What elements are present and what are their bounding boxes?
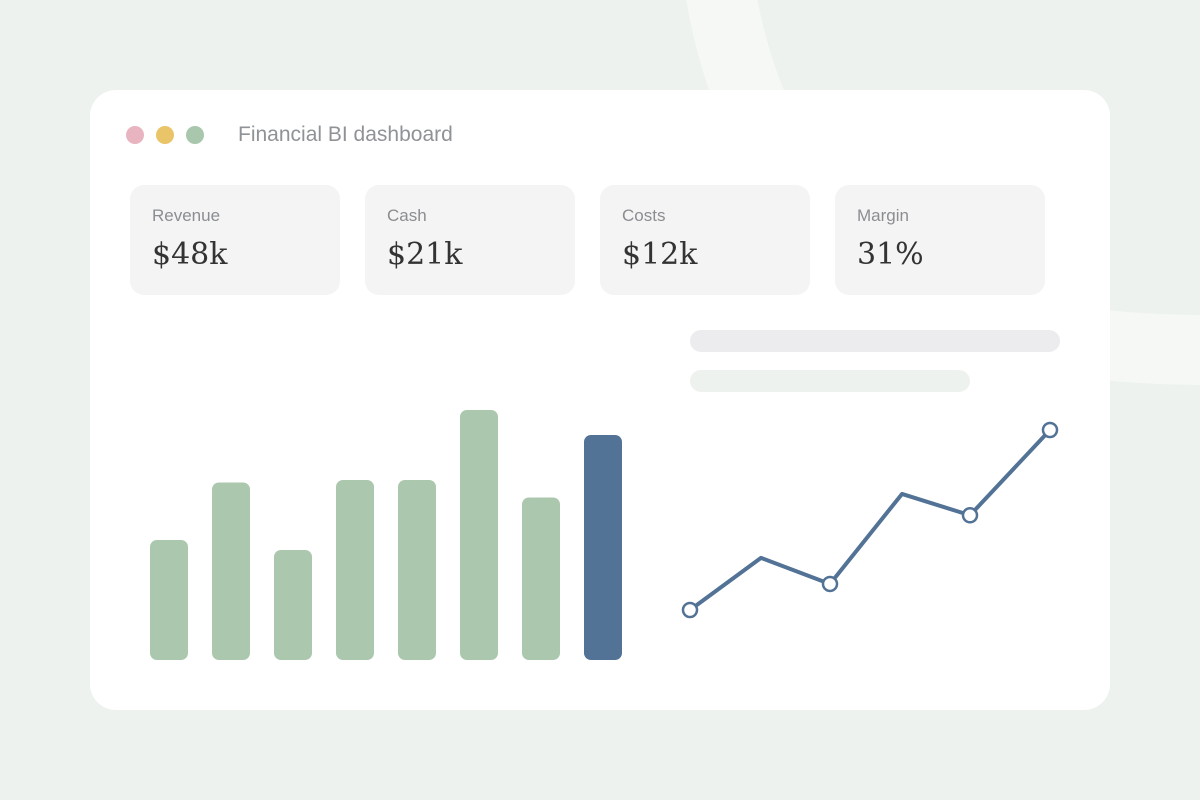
- close-window-button[interactable]: [126, 126, 144, 144]
- line-point-0[interactable]: [681, 601, 699, 619]
- kpi-label: Revenue: [152, 206, 221, 225]
- bar-3[interactable]: [336, 480, 374, 660]
- window-title: Financial BI dashboard: [238, 123, 453, 146]
- line-point-4[interactable]: [961, 507, 979, 524]
- title-bar: Financial BI dashboard: [126, 123, 453, 146]
- line-point-5[interactable]: [1041, 421, 1059, 439]
- kpi-card-revenue[interactable]: Revenue $48k: [130, 185, 340, 295]
- kpi-value: $48k: [152, 237, 228, 272]
- minimize-window-button[interactable]: [156, 126, 174, 144]
- bar-6[interactable]: [522, 497, 560, 661]
- bar-0[interactable]: [150, 540, 188, 660]
- bar-1[interactable]: [212, 482, 250, 661]
- kpi-value: 31%: [857, 237, 924, 272]
- bar-4[interactable]: [398, 480, 436, 660]
- kpi-label: Cash: [387, 206, 427, 225]
- bar-2[interactable]: [274, 550, 312, 660]
- kpi-label: Costs: [622, 206, 666, 225]
- kpi-label: Margin: [857, 206, 909, 225]
- charts-area: [150, 410, 1059, 661]
- line-point-2[interactable]: [821, 575, 839, 593]
- kpi-value: $12k: [622, 237, 698, 272]
- bar-5[interactable]: [460, 410, 498, 660]
- kpi-card-costs[interactable]: Costs $12k: [600, 185, 810, 295]
- placeholder-text-line: [690, 370, 970, 392]
- dashboard-window: Financial BI dashboard Revenue $48k Cash…: [90, 90, 1110, 710]
- placeholder-text-line: [690, 330, 1060, 352]
- kpi-card-margin[interactable]: Margin 31%: [835, 185, 1045, 295]
- kpi-card-cash[interactable]: Cash $21k: [365, 185, 575, 295]
- line-series: [688, 428, 1052, 612]
- maximize-window-button[interactable]: [186, 126, 204, 144]
- kpi-value: $21k: [387, 237, 463, 272]
- bar-7[interactable]: [584, 435, 622, 660]
